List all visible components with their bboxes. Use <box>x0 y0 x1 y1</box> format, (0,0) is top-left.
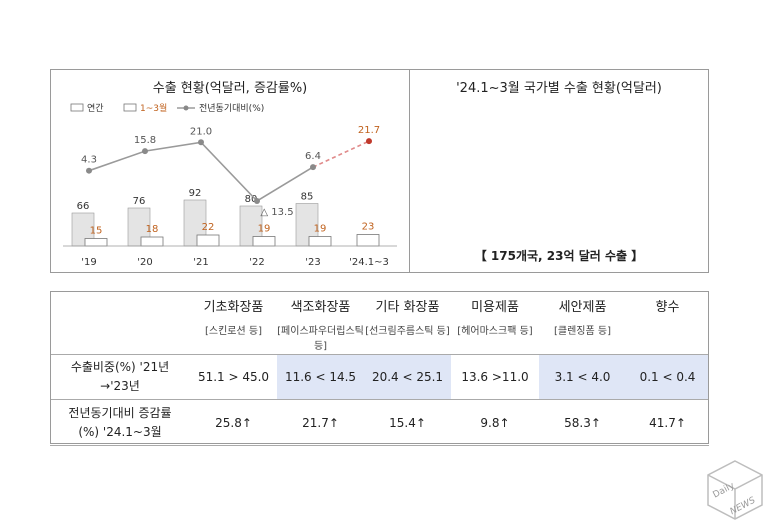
header-sub: [스킨로션 등] <box>205 326 262 337</box>
row-label-share: 수출비중(%) '21년 →'23년 <box>50 354 190 400</box>
q1-bar-label: 19 <box>258 224 271 235</box>
header-sub: [선크림주름스틱 등] <box>365 326 450 337</box>
yoy-point <box>142 148 148 155</box>
row-label-line: (%) '24.1~3월 <box>78 424 162 439</box>
export-chart-svg: 연간 1~3월 전년동기대비(%) 66 15 76 18 92 22 80 19 85 19 23… <box>63 102 397 268</box>
q1-bar <box>196 234 220 247</box>
yoy-point-label: 4.3 <box>81 155 97 166</box>
annual-bar-label: 92 <box>189 188 202 199</box>
yoy-point <box>254 197 260 204</box>
yoy-point-label: 15.8 <box>134 135 156 146</box>
row-label-growth: 전년동기대비 증감률 (%) '24.1~3월 <box>50 399 190 446</box>
header-name: 기타 화장품 <box>375 300 440 315</box>
yoy-point <box>310 164 316 171</box>
q1-bar-label: 18 <box>146 224 159 235</box>
table-cell: 3.1 < 4.0 <box>539 354 626 400</box>
yoy-point-label: 21.7 <box>358 125 380 136</box>
table-corner <box>50 291 190 355</box>
header-name: 색조화장품 <box>290 300 351 315</box>
header-sub: [페이스파우더립스틱 등] <box>277 326 364 352</box>
x-tick-label: '22 <box>249 257 264 268</box>
table-cell: 15.4↑ <box>364 399 451 446</box>
q1-bar <box>308 236 332 247</box>
x-tick-label: '21 <box>193 257 208 268</box>
header-name: 향수 <box>655 300 680 315</box>
country-export-title: '24.1~3월 국가별 수출 현황(억달러) <box>456 81 662 96</box>
x-tick-label: '20 <box>137 257 152 268</box>
table-cell: 21.7↑ <box>277 399 364 446</box>
row-label-line: 수출비중(%) '21년 <box>70 360 170 374</box>
table-row-growth: 전년동기대비 증감률 (%) '24.1~3월 25.8↑ 21.7↑ 15.4↑… <box>50 399 709 446</box>
q1-bar-label: 23 <box>362 222 375 233</box>
table-cell: 11.6 < 14.5 <box>277 354 364 400</box>
header-sub: [클렌징폼 등] <box>554 326 611 337</box>
table-cell: 58.3↑ <box>539 399 626 446</box>
q1-bar <box>84 238 108 247</box>
table-cell: 13.6 >11.0 <box>451 354 539 400</box>
chart-legend: 연간 1~3월 전년동기대비(%) <box>70 102 264 114</box>
yoy-point <box>198 139 204 146</box>
header-cleansing: 세안제품 [클렌징폼 등] <box>539 291 626 355</box>
q1-bar-label: 19 <box>314 224 327 235</box>
legend-yoy-label: 전년동기대비(%) <box>199 103 264 114</box>
table-header-row: 기초화장품 [스킨로션 등] 색조화장품 [페이스파우더립스틱 등] 기타 화장품 [… <box>50 291 709 355</box>
q1-bar-label: 22 <box>202 222 215 233</box>
yoy-point-label: △ 13.5 <box>260 207 293 218</box>
table-cell: 9.8↑ <box>451 399 539 446</box>
x-tick-label: '24.1~3 <box>349 257 389 268</box>
table-cell: 20.4 < 25.1 <box>364 354 451 400</box>
header-name: 세안제품 <box>558 300 607 315</box>
country-export-summary: 【 175개국, 23억 달러 수출 】 <box>474 249 644 263</box>
yoy-point <box>366 138 372 145</box>
header-name: 기초화장품 <box>203 300 264 315</box>
header-sub: [헤어마스크팩 등] <box>457 326 533 337</box>
export-status-chart-panel: 수출 현황(억달러, 증감률%) 연간 1~3월 전년동기대비(%) 66 15 7… <box>50 69 410 273</box>
q1-bar <box>252 236 276 247</box>
table-cell: 51.1 > 45.0 <box>190 354 277 400</box>
q1-bar <box>356 234 380 247</box>
table-row-share: 수출비중(%) '21년 →'23년 51.1 > 45.0 11.6 < 14.… <box>50 354 709 400</box>
yoy-projection-line <box>312 140 370 168</box>
yoy-point <box>86 167 92 174</box>
legend-yoy-marker <box>183 105 189 111</box>
header-name: 미용제품 <box>471 300 519 315</box>
header-makeup: 색조화장품 [페이스파우더립스틱 등] <box>277 291 364 355</box>
q1-bar-label: 15 <box>90 226 103 237</box>
header-beauty-products: 미용제품 [헤어마스크팩 등] <box>451 291 539 355</box>
yoy-point-label: 21.0 <box>190 126 212 137</box>
legend-q1-swatch <box>123 103 137 112</box>
legend-annual-swatch <box>70 103 84 112</box>
yoy-point-label: 6.4 <box>305 151 321 162</box>
annual-bar-label: 80 <box>245 194 258 205</box>
legend-annual-label: 연간 <box>87 103 104 114</box>
annual-bar-label: 66 <box>77 201 90 212</box>
chart-title: 수출 현황(억달러, 증감률%) <box>152 81 308 96</box>
table-cell: 0.1 < 0.4 <box>626 354 709 400</box>
row-label-line: 전년동기대비 증감률 <box>68 405 172 420</box>
watermark-text-2: NEWS <box>729 496 758 518</box>
x-tick-label: '23 <box>305 257 320 268</box>
annual-bar-label: 76 <box>133 196 146 207</box>
x-tick-label: '19 <box>81 257 96 268</box>
header-skincare: 기초화장품 [스킨로션 등] <box>190 291 277 355</box>
table-cell: 41.7↑ <box>626 399 709 446</box>
country-export-panel: '24.1~3월 국가별 수출 현황(억달러) 【 175개국, 23억 달러 … <box>409 69 709 273</box>
row-label-line: →'23년 <box>100 379 140 393</box>
header-other-cosmetics: 기타 화장품 [선크림주름스틱 등] <box>364 291 451 355</box>
header-perfume: 향수 <box>626 291 709 355</box>
annual-bar-label: 85 <box>301 192 314 203</box>
dailynews-watermark-logo: Daily NEWS <box>707 460 763 520</box>
table-cell: 25.8↑ <box>190 399 277 446</box>
legend-q1-label: 1~3월 <box>140 102 167 114</box>
q1-bar <box>140 236 164 247</box>
product-export-table: 기초화장품 [스킨로션 등] 색조화장품 [페이스파우더립스틱 등] 기타 화장품 [… <box>50 291 709 446</box>
